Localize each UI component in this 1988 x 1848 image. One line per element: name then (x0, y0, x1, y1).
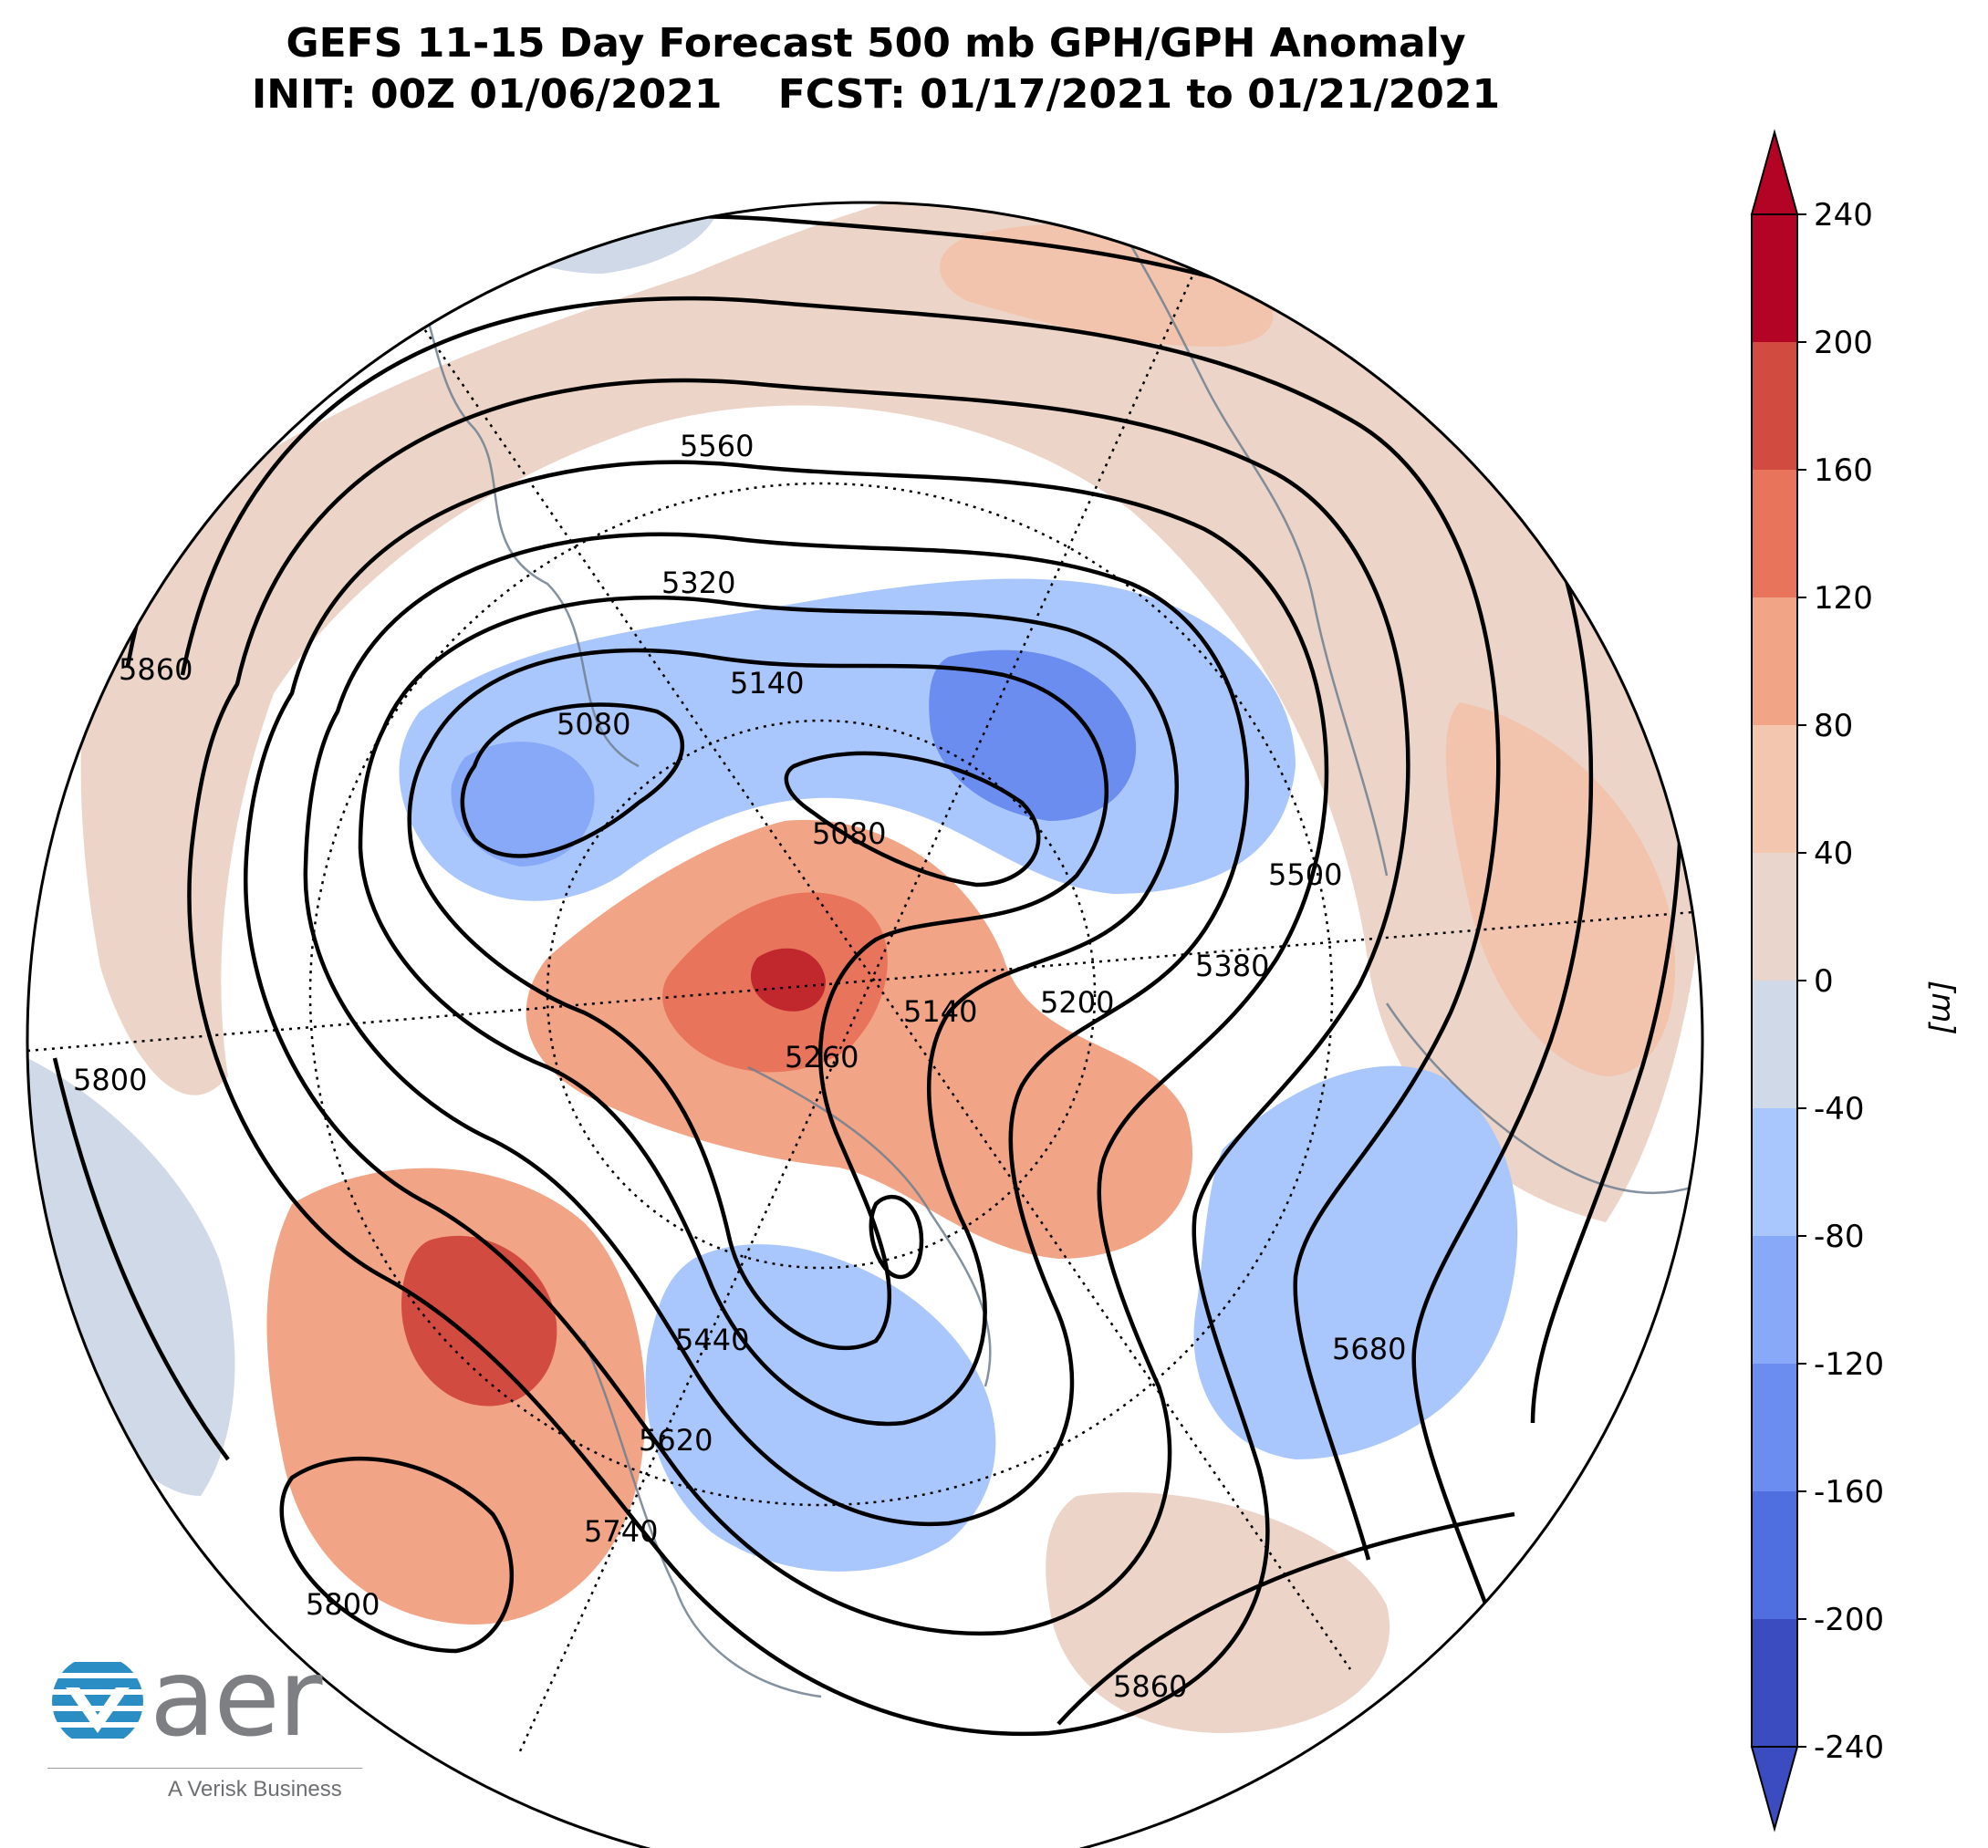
colorbar-tick-label: -200 (1814, 1602, 1884, 1638)
anomaly-pos-80-east (1445, 702, 1676, 1076)
contour-label: 5800 (306, 1587, 380, 1622)
contour-label: 5380 (1195, 949, 1269, 983)
anomaly-neg-west-lobe (451, 742, 595, 867)
contour-label: 5620 (639, 1423, 713, 1458)
contour-label: 5260 (785, 1040, 859, 1075)
contour-label: 5080 (812, 816, 886, 851)
logo-divider (47, 1768, 362, 1769)
contour-label: 5500 (1268, 857, 1342, 892)
contour-label-group: 5080 5080 5140 5140 5200 5260 5320 5380 … (73, 429, 1675, 1704)
colorbar-tick-label: 120 (1814, 580, 1873, 617)
colorbar-extend-max (1750, 129, 1799, 215)
anomaly-pos-40-outer (80, 202, 1702, 1222)
anomaly-pos-central (526, 819, 1193, 1259)
contour-label: 5860 (119, 652, 193, 687)
anomaly-pos-southeast (1046, 1492, 1390, 1733)
colorbar-band (1752, 214, 1797, 343)
coastlines (390, 202, 1698, 1698)
colorbar-extend-min (1750, 1746, 1799, 1832)
anomaly-neg-north (399, 578, 1296, 901)
colorbar-tick-label: 160 (1814, 452, 1873, 489)
colorbar-band (1752, 1236, 1797, 1365)
colorbar-band (1752, 342, 1797, 471)
colorbar-band (1752, 470, 1797, 598)
colorbar-tick-label: 40 (1814, 836, 1853, 872)
title-line-1: GEFS 11-15 Day Forecast 500 mb GPH/GPH A… (286, 20, 1466, 67)
contour-label: 5680 (1332, 1332, 1406, 1366)
aer-tagline: A Verisk Business (168, 1777, 342, 1801)
colorbar-tick-label: -40 (1814, 1091, 1865, 1127)
colorbar-tick-label: -80 (1814, 1219, 1865, 1255)
colorbar-band (1752, 853, 1797, 981)
colorbar-tick-label: 0 (1814, 963, 1834, 1000)
anomaly-neg-east (1193, 1065, 1518, 1459)
contour-label: 5440 (675, 1323, 749, 1357)
colorbar-ticks: 240 200 160 120 80 40 0 -40 -80 -120 -160 -200 -240 (1797, 197, 1884, 1766)
map-border (26, 201, 1704, 1848)
aer-logo-icon (52, 1656, 143, 1747)
colorbar-band (1752, 725, 1797, 854)
colorbar-tick-label: 200 (1814, 325, 1873, 361)
colorbar-band (1752, 981, 1797, 1109)
aer-logo: aer A Verisk Business (47, 1635, 367, 1815)
title-line-2: INIT: 00Z 01/06/2021 FCST: 01/17/2021 to… (251, 71, 1501, 118)
colorbar-unit-label: [m] (1924, 981, 1961, 1035)
graticule (27, 209, 1702, 1752)
contour-label: 5560 (680, 429, 754, 463)
colorbar-band (1752, 1108, 1797, 1237)
contour-label: 5200 (1040, 985, 1114, 1020)
map-title: GEFS 11-15 Day Forecast 500 mb GPH/GPH A… (0, 18, 1752, 120)
contour-label: 5320 (661, 566, 735, 600)
colorbar-band (1752, 597, 1797, 726)
colorbar-tick-label: 240 (1814, 197, 1873, 234)
colorbar-tick-label: -240 (1814, 1729, 1884, 1766)
colorbar-tick-label: 80 (1814, 708, 1853, 744)
anomaly-pos-west-core (401, 1235, 557, 1407)
colorbar-band (1752, 1619, 1797, 1748)
contour-label: 5800 (73, 1063, 147, 1097)
colorbar-tick-label: -160 (1814, 1474, 1884, 1511)
anomaly-pos-central-max (750, 948, 826, 1012)
contour-label: 5860 (1113, 1669, 1187, 1704)
colorbar-tick-label: -120 (1814, 1346, 1884, 1383)
anomaly-neg-far-west (27, 1058, 235, 1496)
colorbar-band (1752, 1364, 1797, 1492)
contour-label: 5140 (903, 994, 977, 1029)
colorbar-band (1752, 1491, 1797, 1620)
contour-label: 5140 (730, 666, 804, 701)
colorbar-bands (1750, 129, 1799, 1832)
contour-label: 5740 (584, 1514, 658, 1549)
contour-label: 5080 (557, 707, 630, 742)
aer-wordmark: aer (150, 1635, 322, 1760)
